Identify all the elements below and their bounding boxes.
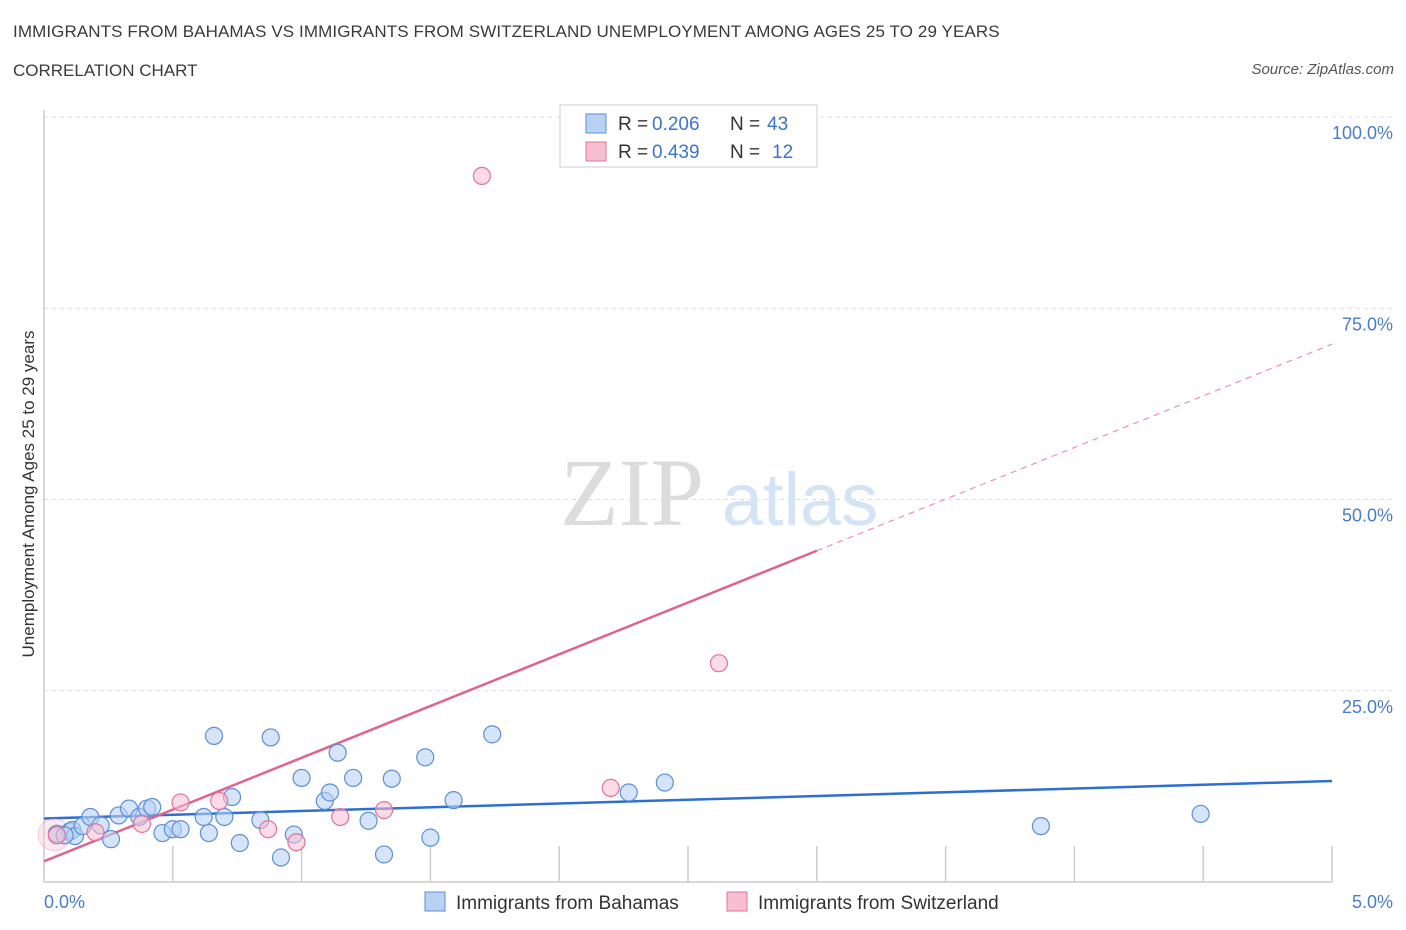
point-bahamas (194, 807, 213, 827)
point-bahamas (101, 830, 121, 849)
y-tick-label: 100.0% (1332, 123, 1393, 143)
point-switzerland (132, 814, 151, 833)
point-bahamas (444, 791, 463, 810)
legend-swatch-bahamas (585, 113, 607, 134)
legend-swatch-switzerland (585, 141, 607, 162)
point-bahamas (204, 726, 224, 745)
point-switzerland (331, 807, 350, 827)
point-bahamas (230, 833, 249, 853)
trend-line-switzerland (43, 549, 818, 863)
y-tick-label: 75.0% (1342, 314, 1393, 334)
point-bahamas (292, 768, 311, 788)
point-switzerland (472, 166, 492, 186)
point-bahamas (382, 769, 401, 788)
point-switzerland (47, 826, 66, 845)
x-axis-ticks (172, 846, 1333, 882)
bottom-legend-label-bahamas: Immigrants from Bahamas (456, 893, 679, 914)
legend-r-label-bahamas: R = (618, 114, 648, 135)
point-bahamas (143, 797, 162, 817)
bottom-legend-label-switzerland: Immigrants from Switzerland (758, 893, 999, 914)
point-bahamas (374, 845, 394, 864)
point-bahamas (421, 828, 440, 847)
bottom-legend-swatch-switzerland (726, 891, 748, 912)
point-bahamas (1191, 804, 1210, 824)
point-switzerland (709, 654, 729, 673)
trend-line-switzerland-extension (816, 343, 1333, 552)
legend-r-value-bahamas: 0.206 (652, 114, 700, 135)
point-bahamas (655, 773, 674, 792)
point-switzerland (86, 823, 105, 842)
legend-n-label-switzerland: N = (730, 142, 760, 163)
source-credit: Source: ZipAtlas.com (1251, 61, 1394, 78)
legend-r-value-switzerland: 0.439 (652, 142, 700, 163)
point-switzerland (374, 800, 394, 820)
x-tick-label-min: 0.0% (44, 892, 85, 912)
watermark: ZIP atlas (560, 439, 878, 546)
stats-legend: R = 0.206 N = 43 R = 0.439 N = 12 (559, 104, 818, 168)
legend-n-value-bahamas: 43 (767, 114, 788, 135)
grid-lines (44, 116, 1393, 692)
watermark-zip: ZIP (560, 439, 704, 546)
point-switzerland (287, 833, 306, 852)
y-tick-label: 25.0% (1342, 697, 1393, 717)
x-tick-label-max: 5.0% (1352, 892, 1393, 912)
legend-n-value-switzerland: 12 (772, 142, 793, 163)
point-switzerland (210, 791, 229, 811)
point-bahamas (215, 807, 234, 827)
point-switzerland (259, 820, 278, 839)
bottom-legend-swatch-bahamas (424, 891, 446, 912)
data-points (37, 166, 1210, 867)
point-bahamas (328, 743, 347, 762)
point-switzerland (171, 793, 190, 812)
y-axis-label: Unemployment Among Ages 25 to 29 years (19, 331, 38, 658)
point-bahamas (1031, 817, 1051, 836)
point-bahamas (271, 848, 291, 867)
point-bahamas (261, 728, 280, 747)
point-bahamas (320, 783, 340, 802)
series-legend: Immigrants from Bahamas Immigrants from … (424, 891, 999, 914)
point-bahamas (619, 783, 638, 802)
y-tick-labels: 25.0% 50.0% 75.0% 100.0% (1332, 123, 1393, 717)
chart-title: IMMIGRANTS FROM BAHAMAS VS IMMIGRANTS FR… (13, 22, 1000, 41)
point-bahamas (344, 768, 363, 788)
y-tick-label: 50.0% (1342, 506, 1393, 526)
watermark-atlas: atlas (722, 458, 878, 541)
point-bahamas (359, 811, 378, 830)
point-bahamas (199, 823, 218, 843)
point-bahamas (171, 820, 190, 839)
legend-n-label-bahamas: N = (730, 114, 760, 135)
trend-lines (43, 343, 1333, 863)
point-switzerland (601, 778, 620, 798)
point-bahamas (483, 725, 502, 744)
chart-subtitle: CORRELATION CHART (13, 61, 198, 80)
legend-r-label-switzerland: R = (618, 142, 648, 163)
point-bahamas (416, 748, 435, 767)
